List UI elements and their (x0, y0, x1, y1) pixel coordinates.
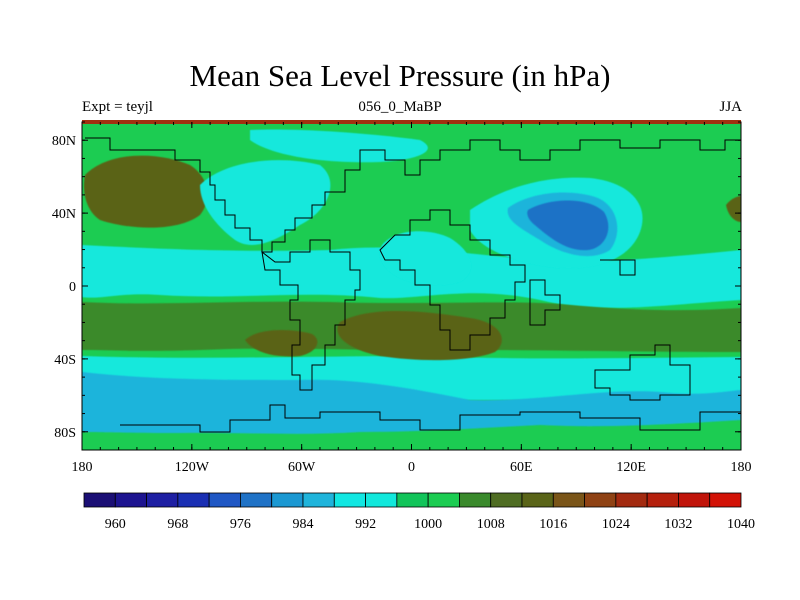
season-label: JJA (719, 99, 742, 115)
x-tick-label: 60W (288, 460, 316, 475)
colorbar-swatch (521, 492, 554, 508)
y-tick-label: 40N (52, 207, 76, 222)
colorbar-swatch (208, 492, 241, 508)
colorbar-label: 976 (230, 517, 251, 532)
colorbar-swatch (83, 492, 116, 508)
coastline-africa-eurasia (379, 209, 636, 351)
colorbar-swatch (177, 492, 210, 508)
region-asian-low-deep-core (527, 200, 609, 251)
colorbar-swatch (552, 492, 585, 508)
region-north-pacific-high (83, 155, 208, 228)
colorbar-swatch (240, 492, 273, 508)
colorbar-label: 1024 (602, 517, 630, 532)
colorbar-swatch (490, 492, 523, 508)
coastline-americas (261, 239, 361, 391)
colorbar-swatch (615, 492, 648, 508)
coastline-antarctica (120, 404, 741, 433)
x-tick-label: 180 (731, 460, 752, 475)
colorbar: 960 968 976 984 992 1000 1008 1016 1024 1032 1040 (83, 492, 755, 532)
contour-field (82, 122, 741, 450)
colorbar-swatch (302, 492, 335, 508)
y-tick-label: 40S (54, 353, 76, 368)
experiment-label: Expt = teyjl (82, 99, 153, 115)
colorbar-swatch (459, 492, 492, 508)
x-tick-label: 180 (72, 460, 93, 475)
coastline-australia (594, 344, 691, 401)
chart-title: Mean Sea Level Pressure (in hPa) (189, 58, 611, 93)
colorbar-label: 1040 (727, 517, 755, 532)
y-tick-label: 0 (69, 280, 76, 295)
colorbar-label: 1000 (414, 517, 442, 532)
colorbar-swatch (584, 492, 617, 508)
period-label: 056_0_MaBP (358, 99, 442, 115)
region-north-atlantic-high (726, 196, 741, 222)
colorbar-swatch (427, 492, 460, 508)
colorbar-label: 992 (355, 517, 376, 532)
colorbar-label: 984 (293, 517, 314, 532)
colorbar-swatch (396, 492, 429, 508)
x-tick-label: 60E (510, 460, 533, 475)
axis-ticks (81, 121, 742, 451)
region-polar-low (250, 129, 428, 163)
colorbar-swatch (709, 492, 742, 508)
colorbar-label: 1016 (539, 517, 567, 532)
colorbar-swatch (678, 492, 711, 508)
colorbar-swatch (646, 492, 679, 508)
region-south-pacific-high (245, 330, 318, 357)
region-south-atlantic-high (337, 311, 502, 361)
region-north-american-low (200, 160, 331, 245)
colorbar-swatch (146, 492, 179, 508)
x-tick-label: 120W (175, 460, 210, 475)
coastlines (85, 137, 741, 253)
axis-labels: 180 120W 60W 0 60E 120E 180 80N 40N 0 40S 80S (52, 134, 752, 475)
region-antarctic-low (82, 372, 741, 434)
colorbar-label: 968 (167, 517, 188, 532)
colorbar-swatch (333, 492, 366, 508)
y-tick-label: 80S (54, 426, 76, 441)
x-tick-label: 0 (408, 460, 415, 475)
colorbar-label: 960 (105, 517, 126, 532)
colorbar-label: 1032 (664, 517, 692, 532)
x-tick-label: 120E (616, 460, 646, 475)
colorbar-label: 1008 (477, 517, 505, 532)
colorbar-swatch (365, 492, 398, 508)
region-african-low (379, 231, 471, 286)
colorbar-swatch (271, 492, 304, 508)
y-tick-label: 80N (52, 134, 76, 149)
colorbar-swatch (114, 492, 147, 508)
